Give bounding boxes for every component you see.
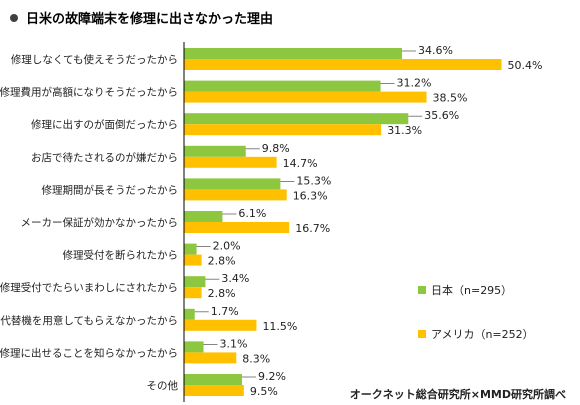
value-label-japan: 3.1% bbox=[220, 337, 248, 350]
category-label: 修理費用が高額になりそうだったから bbox=[0, 86, 178, 99]
value-label-usa: 31.3% bbox=[387, 124, 422, 137]
bar-japan bbox=[184, 80, 381, 92]
legend-swatch bbox=[418, 330, 426, 338]
category-label: お店で待たされるのが嫌だから bbox=[31, 151, 178, 164]
bar-japan bbox=[184, 113, 409, 125]
bar-japan bbox=[184, 145, 246, 157]
value-label-japan: 34.6% bbox=[418, 44, 453, 57]
source-credit: オークネット総合研究所×MMD研究所調べ bbox=[350, 387, 566, 401]
value-label-usa: 16.3% bbox=[293, 189, 328, 202]
legend-label: 日本（n=295） bbox=[431, 283, 512, 297]
value-label-usa: 2.8% bbox=[208, 287, 236, 300]
value-label-usa: 9.5% bbox=[250, 385, 278, 398]
category-label: 修理受付でたらいまわしにされたから bbox=[0, 281, 178, 294]
value-label-japan: 2.0% bbox=[213, 240, 241, 253]
bar-usa bbox=[184, 385, 244, 396]
bar-usa bbox=[184, 189, 287, 201]
category-label: メーカー保証が効かなかったから bbox=[21, 216, 179, 229]
category-label: 修理に出せることを知らなかったから bbox=[0, 346, 178, 359]
bar-usa bbox=[184, 352, 237, 364]
category-label: 修理受付を断られたから bbox=[63, 249, 179, 262]
category-label: その他 bbox=[147, 379, 179, 392]
value-label-usa: 14.7% bbox=[283, 157, 318, 170]
bar-japan bbox=[184, 48, 402, 59]
value-label-usa: 8.3% bbox=[242, 352, 270, 365]
value-label-usa: 2.8% bbox=[208, 255, 236, 268]
bar-japan bbox=[184, 243, 197, 255]
value-label-usa: 16.7% bbox=[295, 222, 330, 235]
bar-usa bbox=[184, 59, 502, 70]
value-label-japan: 6.1% bbox=[238, 207, 266, 220]
value-label-japan: 15.3% bbox=[296, 174, 331, 187]
value-label-usa: 38.5% bbox=[433, 92, 468, 105]
bar-japan bbox=[184, 211, 223, 222]
bars-group: 修理しなくても使えそうだったから 34.6% 50.4% 修理費用が高額になりそうだっ… bbox=[0, 44, 542, 398]
bar-usa bbox=[184, 91, 427, 103]
bar-japan bbox=[184, 374, 242, 385]
bar-japan bbox=[184, 276, 206, 288]
bar-usa bbox=[184, 287, 202, 299]
value-label-usa: 11.5% bbox=[262, 320, 297, 333]
value-label-japan: 9.2% bbox=[258, 370, 286, 383]
bar-usa bbox=[184, 222, 290, 233]
legend-label: アメリカ（n=252） bbox=[431, 328, 534, 341]
bar-usa bbox=[184, 124, 382, 136]
value-label-japan: 31.2% bbox=[397, 77, 432, 90]
value-label-japan: 3.4% bbox=[221, 272, 249, 285]
title-bullet bbox=[10, 14, 18, 22]
value-label-japan: 9.8% bbox=[262, 142, 290, 155]
legend: 日本（n=295） アメリカ（n=252） bbox=[418, 283, 534, 341]
legend-swatch bbox=[418, 286, 426, 294]
category-label: 修理に出すのが面倒だったから bbox=[31, 118, 178, 131]
category-label: 代替機を用意してもらえなかったから bbox=[0, 314, 178, 327]
bar-usa bbox=[184, 319, 257, 331]
category-label: 修理期間が長そうだったから bbox=[42, 183, 179, 196]
value-label-usa: 50.4% bbox=[508, 59, 543, 72]
chart-title: 日米の故障端末を修理に出さなかった理由 bbox=[26, 11, 273, 27]
bar-usa bbox=[184, 254, 202, 266]
value-label-japan: 1.7% bbox=[211, 305, 239, 318]
bar-japan bbox=[184, 341, 204, 353]
bar-usa bbox=[184, 156, 277, 168]
bar-japan bbox=[184, 178, 281, 190]
value-label-japan: 35.6% bbox=[424, 109, 459, 122]
category-label: 修理しなくても使えそうだったから bbox=[11, 53, 178, 66]
bar-japan bbox=[184, 308, 195, 320]
